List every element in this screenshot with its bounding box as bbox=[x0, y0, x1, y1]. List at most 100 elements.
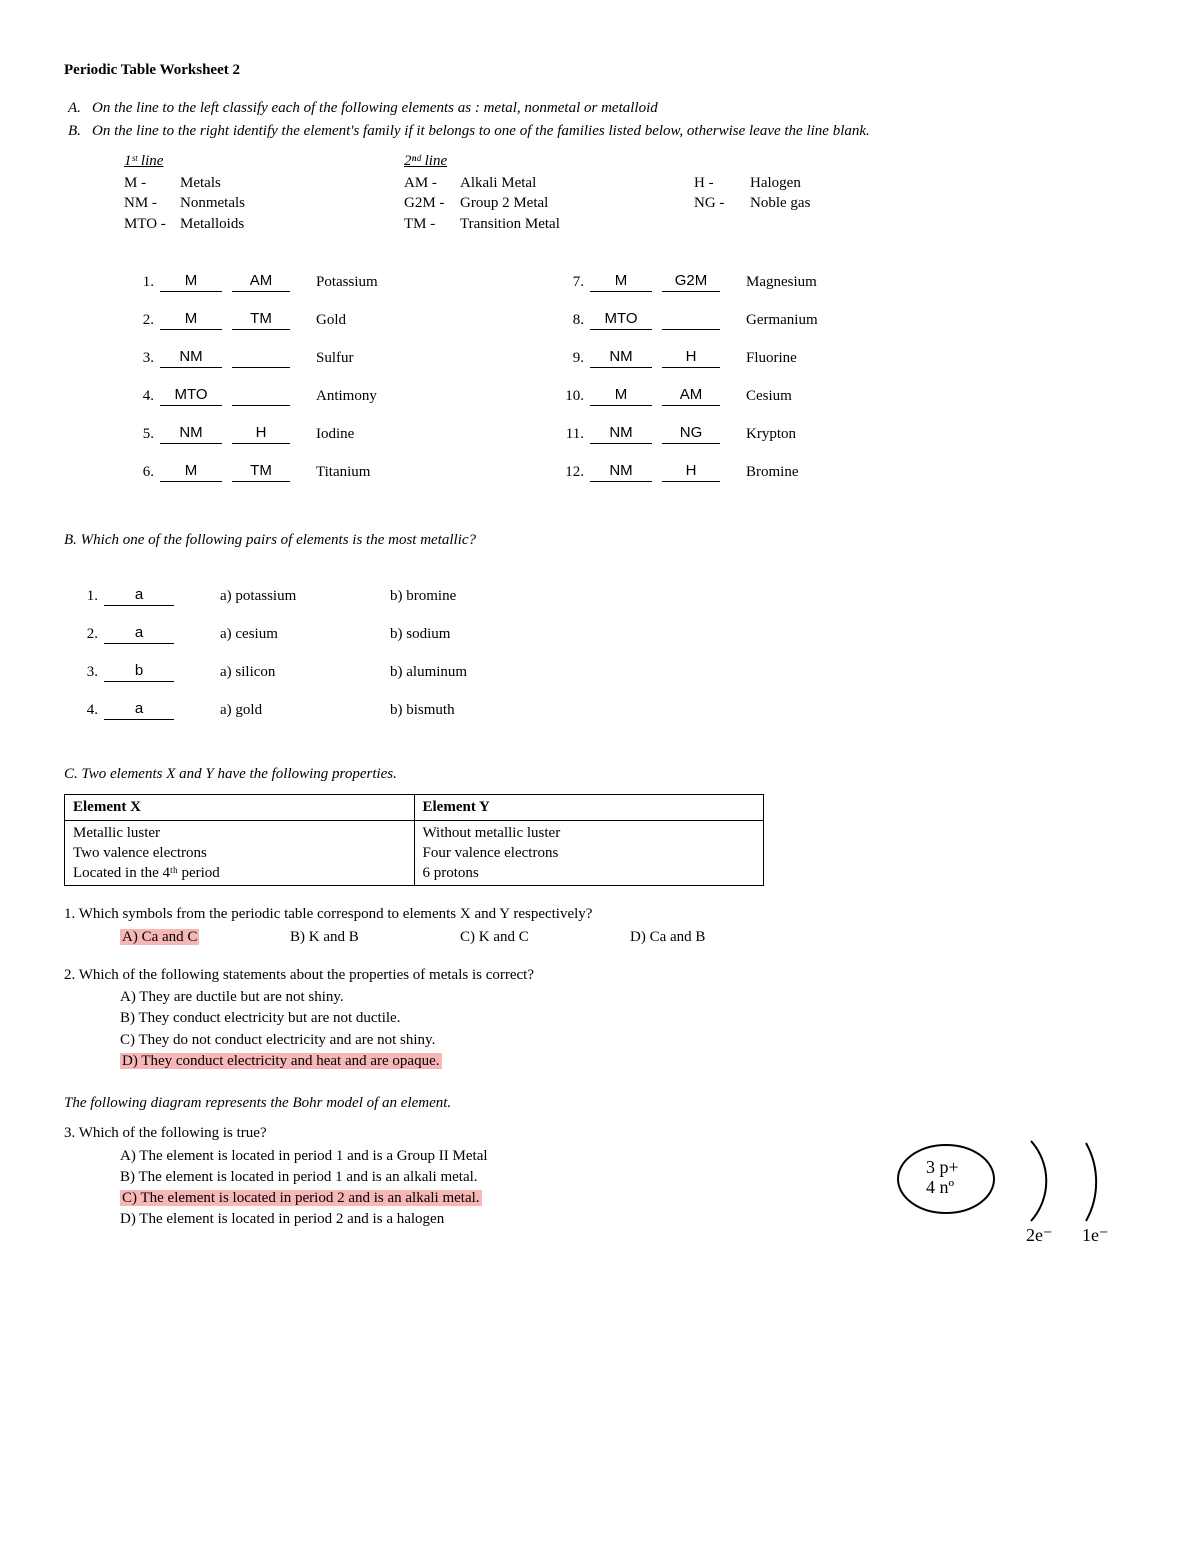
classification-row: 6. M TM Titanium bbox=[134, 444, 564, 482]
section-c-heading: C. Two elements X and Y have the followi… bbox=[64, 764, 1136, 784]
answer-blank-1[interactable]: MTO bbox=[160, 386, 222, 406]
legend-code: NM - bbox=[124, 193, 180, 213]
classification-row: 2. M TM Gold bbox=[134, 292, 564, 330]
diagram-caption: The following diagram represents the Boh… bbox=[64, 1093, 1136, 1113]
legend-label: Noble gas bbox=[750, 193, 810, 213]
mc-option: B) The element is located in period 1 an… bbox=[120, 1167, 876, 1187]
question-number: 7. bbox=[564, 272, 590, 292]
legend-label: Group 2 Metal bbox=[460, 193, 548, 213]
answer-blank-2[interactable]: H bbox=[662, 348, 720, 368]
question-number: 3. bbox=[134, 348, 160, 368]
legend: 1ˢᵗ line M -Metals NM -Nonmetals MTO -Me… bbox=[124, 151, 1136, 234]
table-cell-x: Metallic luster Two valence electrons Lo… bbox=[65, 820, 415, 886]
instruction-letter: B. bbox=[64, 121, 92, 141]
section-b: B. Which one of the following pairs of e… bbox=[64, 530, 1136, 720]
answer-blank-2[interactable]: H bbox=[662, 462, 720, 482]
table-head-x: Element X bbox=[65, 795, 415, 820]
question-number: 3. bbox=[82, 662, 104, 682]
answer-blank-1[interactable]: NM bbox=[590, 424, 652, 444]
answer-blank-2[interactable]: TM bbox=[232, 310, 290, 330]
instruction-letter: A. bbox=[64, 98, 92, 118]
legend-code: TM - bbox=[404, 214, 460, 234]
classification-row: 7. M G2M Magnesium bbox=[564, 254, 994, 292]
answer-blank-1[interactable]: M bbox=[160, 310, 222, 330]
mc-option: B) K and B bbox=[290, 927, 460, 947]
answer-blank-2[interactable] bbox=[232, 348, 290, 368]
table-line: Four valence electrons bbox=[423, 843, 756, 863]
section-c: C. Two elements X and Y have the followi… bbox=[64, 764, 1136, 1256]
question-number: 8. bbox=[564, 310, 590, 330]
element-name: Germanium bbox=[730, 310, 818, 330]
pair-row: 1. a a) potassium b) bromine bbox=[82, 568, 1136, 606]
answer-blank[interactable]: b bbox=[104, 662, 174, 682]
element-name: Krypton bbox=[730, 424, 796, 444]
answer-blank-1[interactable]: MTO bbox=[590, 310, 652, 330]
table-head-y: Element Y bbox=[414, 795, 764, 820]
question-text: 2. Which of the following statements abo… bbox=[64, 965, 1136, 985]
answer-blank-1[interactable]: NM bbox=[160, 348, 222, 368]
answer-blank-2[interactable]: G2M bbox=[662, 272, 720, 292]
answer-blank-1[interactable]: M bbox=[160, 272, 222, 292]
answer-blank-1[interactable]: M bbox=[590, 386, 652, 406]
mc-option: C) K and C bbox=[460, 927, 630, 947]
answer-blank-1[interactable]: NM bbox=[160, 424, 222, 444]
pair-row: 3. b a) silicon b) aluminum bbox=[82, 644, 1136, 682]
bohr-diagram: 3 p+ 4 nº 2e⁻ 1e⁻ bbox=[876, 1129, 1136, 1255]
classification-row: 3. NM Sulfur bbox=[134, 330, 564, 368]
question-number: 2. bbox=[82, 624, 104, 644]
legend-label: Metals bbox=[180, 173, 221, 193]
instruction-text: On the line to the right identify the el… bbox=[92, 121, 1136, 141]
answer-blank[interactable]: a bbox=[104, 700, 174, 720]
section-b-heading: B. Which one of the following pairs of e… bbox=[64, 530, 1136, 550]
answer-blank-2[interactable] bbox=[232, 386, 290, 406]
option-b: b) bromine bbox=[390, 586, 560, 606]
answer-blank-2[interactable] bbox=[662, 310, 720, 330]
worksheet-title: Periodic Table Worksheet 2 bbox=[64, 60, 1136, 80]
classification-row: 4. MTO Antimony bbox=[134, 368, 564, 406]
question-number: 10. bbox=[564, 386, 590, 406]
question-3: 3. Which of the following is true? A) Th… bbox=[64, 1123, 876, 1229]
answer-blank-2[interactable]: AM bbox=[232, 272, 290, 292]
mc-option: D) The element is located in period 2 an… bbox=[120, 1209, 876, 1229]
mc-option: D) Ca and B bbox=[630, 927, 800, 947]
answer-blank[interactable]: a bbox=[104, 624, 174, 644]
answer-blank-1[interactable]: NM bbox=[590, 462, 652, 482]
element-name: Magnesium bbox=[730, 272, 817, 292]
legend-code: M - bbox=[124, 173, 180, 193]
legend-code: MTO - bbox=[124, 214, 180, 234]
option-a: a) silicon bbox=[220, 662, 390, 682]
answer-blank-2[interactable]: NG bbox=[662, 424, 720, 444]
question-1: 1. Which symbols from the periodic table… bbox=[64, 904, 1136, 947]
question-number: 9. bbox=[564, 348, 590, 368]
legend-label: Halogen bbox=[750, 173, 801, 193]
element-name: Titanium bbox=[300, 462, 370, 482]
answer-blank-1[interactable]: M bbox=[590, 272, 652, 292]
legend-code: AM - bbox=[404, 173, 460, 193]
answer-blank-2[interactable]: TM bbox=[232, 462, 290, 482]
question-number: 4. bbox=[134, 386, 160, 406]
table-line: Located in the 4ᵗʰ period bbox=[73, 863, 406, 883]
answer-blank-2[interactable]: H bbox=[232, 424, 290, 444]
instruction-a: A. On the line to the left classify each… bbox=[64, 98, 1136, 118]
mc-option: B) They conduct electricity but are not … bbox=[120, 1008, 1136, 1028]
question-number: 6. bbox=[134, 462, 160, 482]
answer-blank-1[interactable]: NM bbox=[590, 348, 652, 368]
mc-option: D) They conduct electricity and heat and… bbox=[120, 1051, 1136, 1071]
classification-row: 10. M AM Cesium bbox=[564, 368, 994, 406]
instruction-b: B. On the line to the right identify the… bbox=[64, 121, 1136, 141]
table-cell-y: Without metallic luster Four valence ele… bbox=[414, 820, 764, 886]
section-a: 1. M AM Potassium 2. M TM Gold 3. NM Sul… bbox=[134, 254, 1136, 482]
xy-table: Element X Element Y Metallic luster Two … bbox=[64, 794, 764, 886]
classification-row: 8. MTO Germanium bbox=[564, 292, 994, 330]
legend-label: Metalloids bbox=[180, 214, 244, 234]
answer-blank[interactable]: a bbox=[104, 586, 174, 606]
element-name: Antimony bbox=[300, 386, 377, 406]
legend-code: H - bbox=[694, 173, 750, 193]
legend-label: Transition Metal bbox=[460, 214, 560, 234]
classification-row: 1. M AM Potassium bbox=[134, 254, 564, 292]
option-b: b) bismuth bbox=[390, 700, 560, 720]
answer-blank-1[interactable]: M bbox=[160, 462, 222, 482]
answer-blank-2[interactable]: AM bbox=[662, 386, 720, 406]
option-b: b) sodium bbox=[390, 624, 560, 644]
classification-row: 11. NM NG Krypton bbox=[564, 406, 994, 444]
